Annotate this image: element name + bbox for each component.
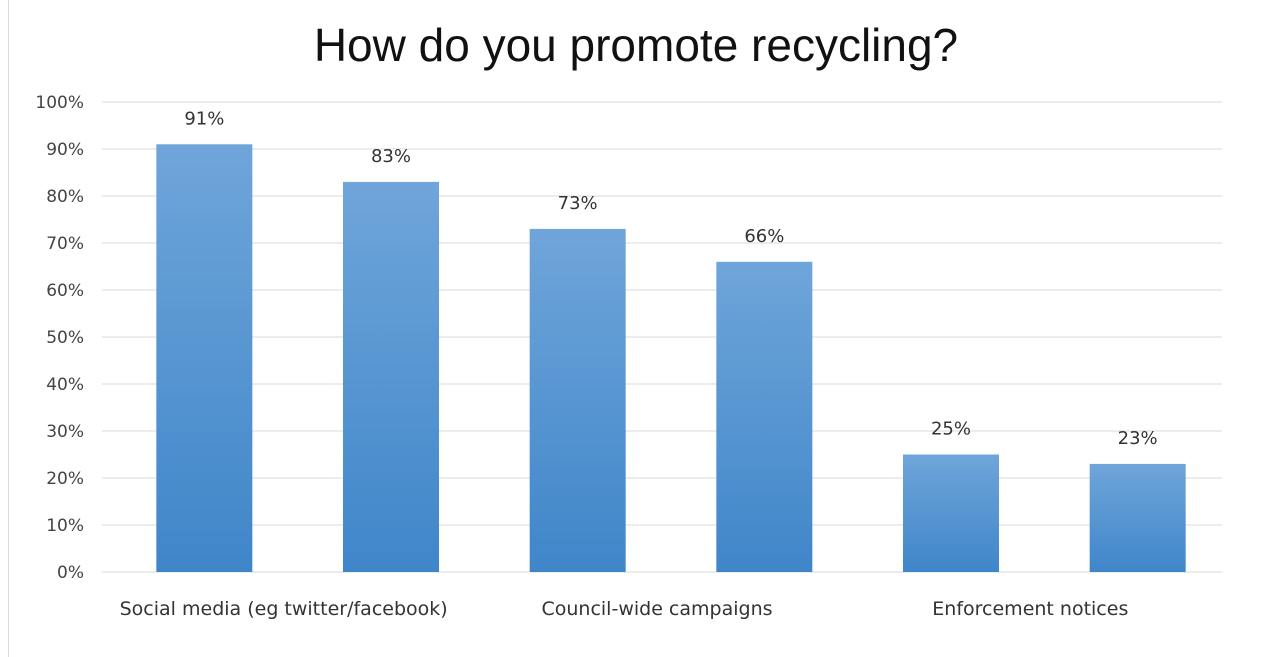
bar [1089, 463, 1186, 572]
chart-frame-border [8, 0, 9, 657]
bar-data-label: 23% [1118, 428, 1158, 449]
y-tick-label: 10% [46, 516, 84, 536]
y-tick-label: 80% [46, 187, 84, 207]
x-axis-category-labels: Social media (eg twitter/facebook) Counci… [120, 598, 1129, 620]
x-category-label: Enforcement notices [932, 598, 1128, 620]
bar-data-label: 83% [371, 146, 411, 167]
bar [343, 181, 439, 572]
gridlines [102, 101, 1222, 573]
chart-title: How do you promote recycling? [313, 19, 959, 71]
bar [716, 261, 813, 572]
data-labels: 91% 83% 73% 66% 25% 23% [184, 108, 1157, 449]
y-tick-label: 50% [46, 328, 84, 348]
x-category-label: Social media (eg twitter/facebook) [120, 598, 448, 620]
x-category-label: Council-wide campaigns [541, 598, 772, 620]
bar-data-label: 25% [931, 419, 971, 440]
bar-data-label: 91% [184, 108, 224, 129]
y-tick-label: 30% [46, 422, 84, 442]
y-tick-label: 40% [46, 375, 84, 395]
y-tick-label: 20% [46, 469, 84, 489]
y-tick-label: 60% [46, 281, 84, 301]
bar [903, 454, 999, 572]
y-tick-label: 90% [46, 140, 84, 160]
bar [529, 228, 626, 572]
y-tick-label: 0% [57, 563, 84, 583]
y-tick-label: 70% [46, 234, 84, 254]
bar-data-label: 66% [744, 226, 784, 247]
bar [156, 144, 253, 573]
bars [156, 144, 1186, 573]
bar-data-label: 73% [558, 193, 598, 214]
y-axis-tick-labels: 0% 10% 20% 30% 40% 50% 60% 70% 80% 90% 100% [35, 93, 84, 583]
y-tick-label: 100% [35, 93, 84, 113]
